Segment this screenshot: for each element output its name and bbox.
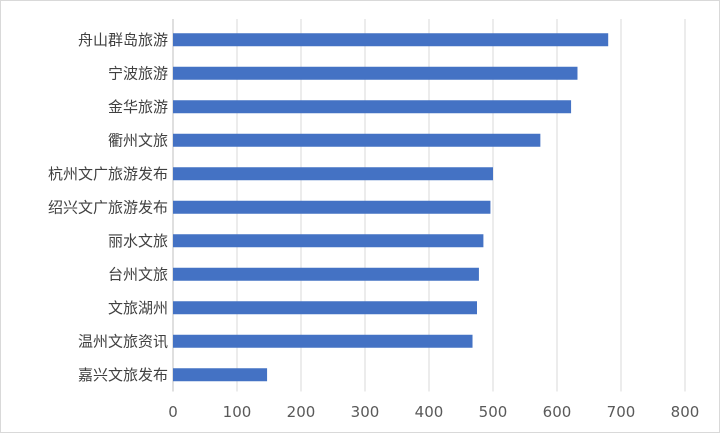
category-label: 舟山群岛旅游 — [78, 31, 168, 49]
x-tick-label: 200 — [287, 403, 316, 421]
category-label: 金华旅游 — [108, 98, 168, 116]
x-tick-label: 500 — [479, 403, 508, 421]
bar — [173, 133, 541, 147]
bar — [173, 267, 479, 281]
bar — [173, 100, 572, 114]
category-label: 杭州文广旅游发布 — [48, 165, 168, 183]
bar — [173, 368, 268, 382]
bar — [173, 334, 473, 348]
category-label: 衢州文旅 — [108, 131, 168, 149]
x-tick-label: 700 — [607, 403, 636, 421]
category-label: 文旅湖州 — [108, 299, 168, 317]
category-label: 丽水文旅 — [108, 232, 168, 250]
x-tick-label: 800 — [671, 403, 700, 421]
x-tick-label: 0 — [168, 403, 178, 421]
x-tick-label: 300 — [351, 403, 380, 421]
bar — [173, 301, 477, 315]
category-label: 宁波旅游 — [108, 64, 168, 82]
category-label: 嘉兴文旅发布 — [78, 366, 168, 384]
bar — [173, 167, 493, 181]
x-tick-label: 100 — [223, 403, 252, 421]
x-tick-label: 600 — [543, 403, 572, 421]
category-labels: 舟山群岛旅游宁波旅游金华旅游衢州文旅杭州文广旅游发布绍兴文广旅游发布丽水文旅台州… — [48, 31, 168, 384]
bar — [173, 200, 491, 214]
bar — [173, 33, 609, 47]
category-label: 台州文旅 — [108, 265, 168, 283]
bar — [173, 234, 484, 248]
x-tick-label: 400 — [415, 403, 444, 421]
category-label: 绍兴文广旅游发布 — [48, 198, 168, 216]
category-label: 温州文旅资讯 — [78, 332, 168, 350]
bar — [173, 66, 578, 80]
x-tick-labels: 0 100 200 300 400 500 600 700 800 — [168, 403, 699, 421]
bars — [173, 33, 609, 382]
